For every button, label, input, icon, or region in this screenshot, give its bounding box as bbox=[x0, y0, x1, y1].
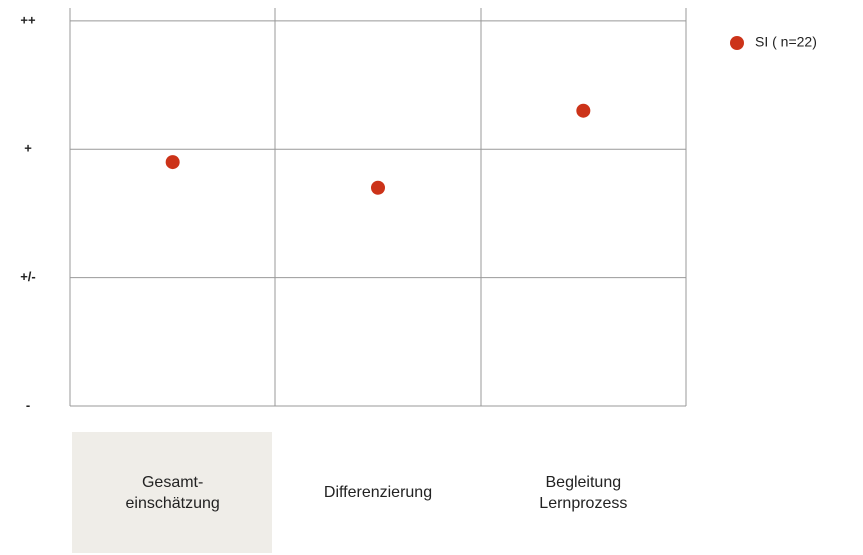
y-tick-label: +/- bbox=[20, 269, 36, 284]
highlight-box bbox=[72, 432, 272, 553]
point bbox=[371, 180, 385, 195]
chart: -+/-+++SI ( n=22) bbox=[20, 8, 817, 412]
y-tick-label: ++ bbox=[20, 12, 36, 27]
x-tick-label: Gesamt- einschätzung bbox=[125, 473, 220, 512]
legend-label: SI ( n=22) bbox=[755, 34, 817, 50]
x-tick-label: Differenzierung bbox=[323, 484, 433, 501]
point bbox=[165, 155, 180, 170]
category-separators bbox=[69, 8, 687, 406]
x-tick-label: Begleitung Lernprozess bbox=[539, 473, 628, 512]
y-tick-label: + bbox=[24, 141, 32, 156]
y-tick-label: - bbox=[26, 397, 30, 412]
legend-marker bbox=[730, 36, 744, 50]
point bbox=[576, 103, 591, 118]
